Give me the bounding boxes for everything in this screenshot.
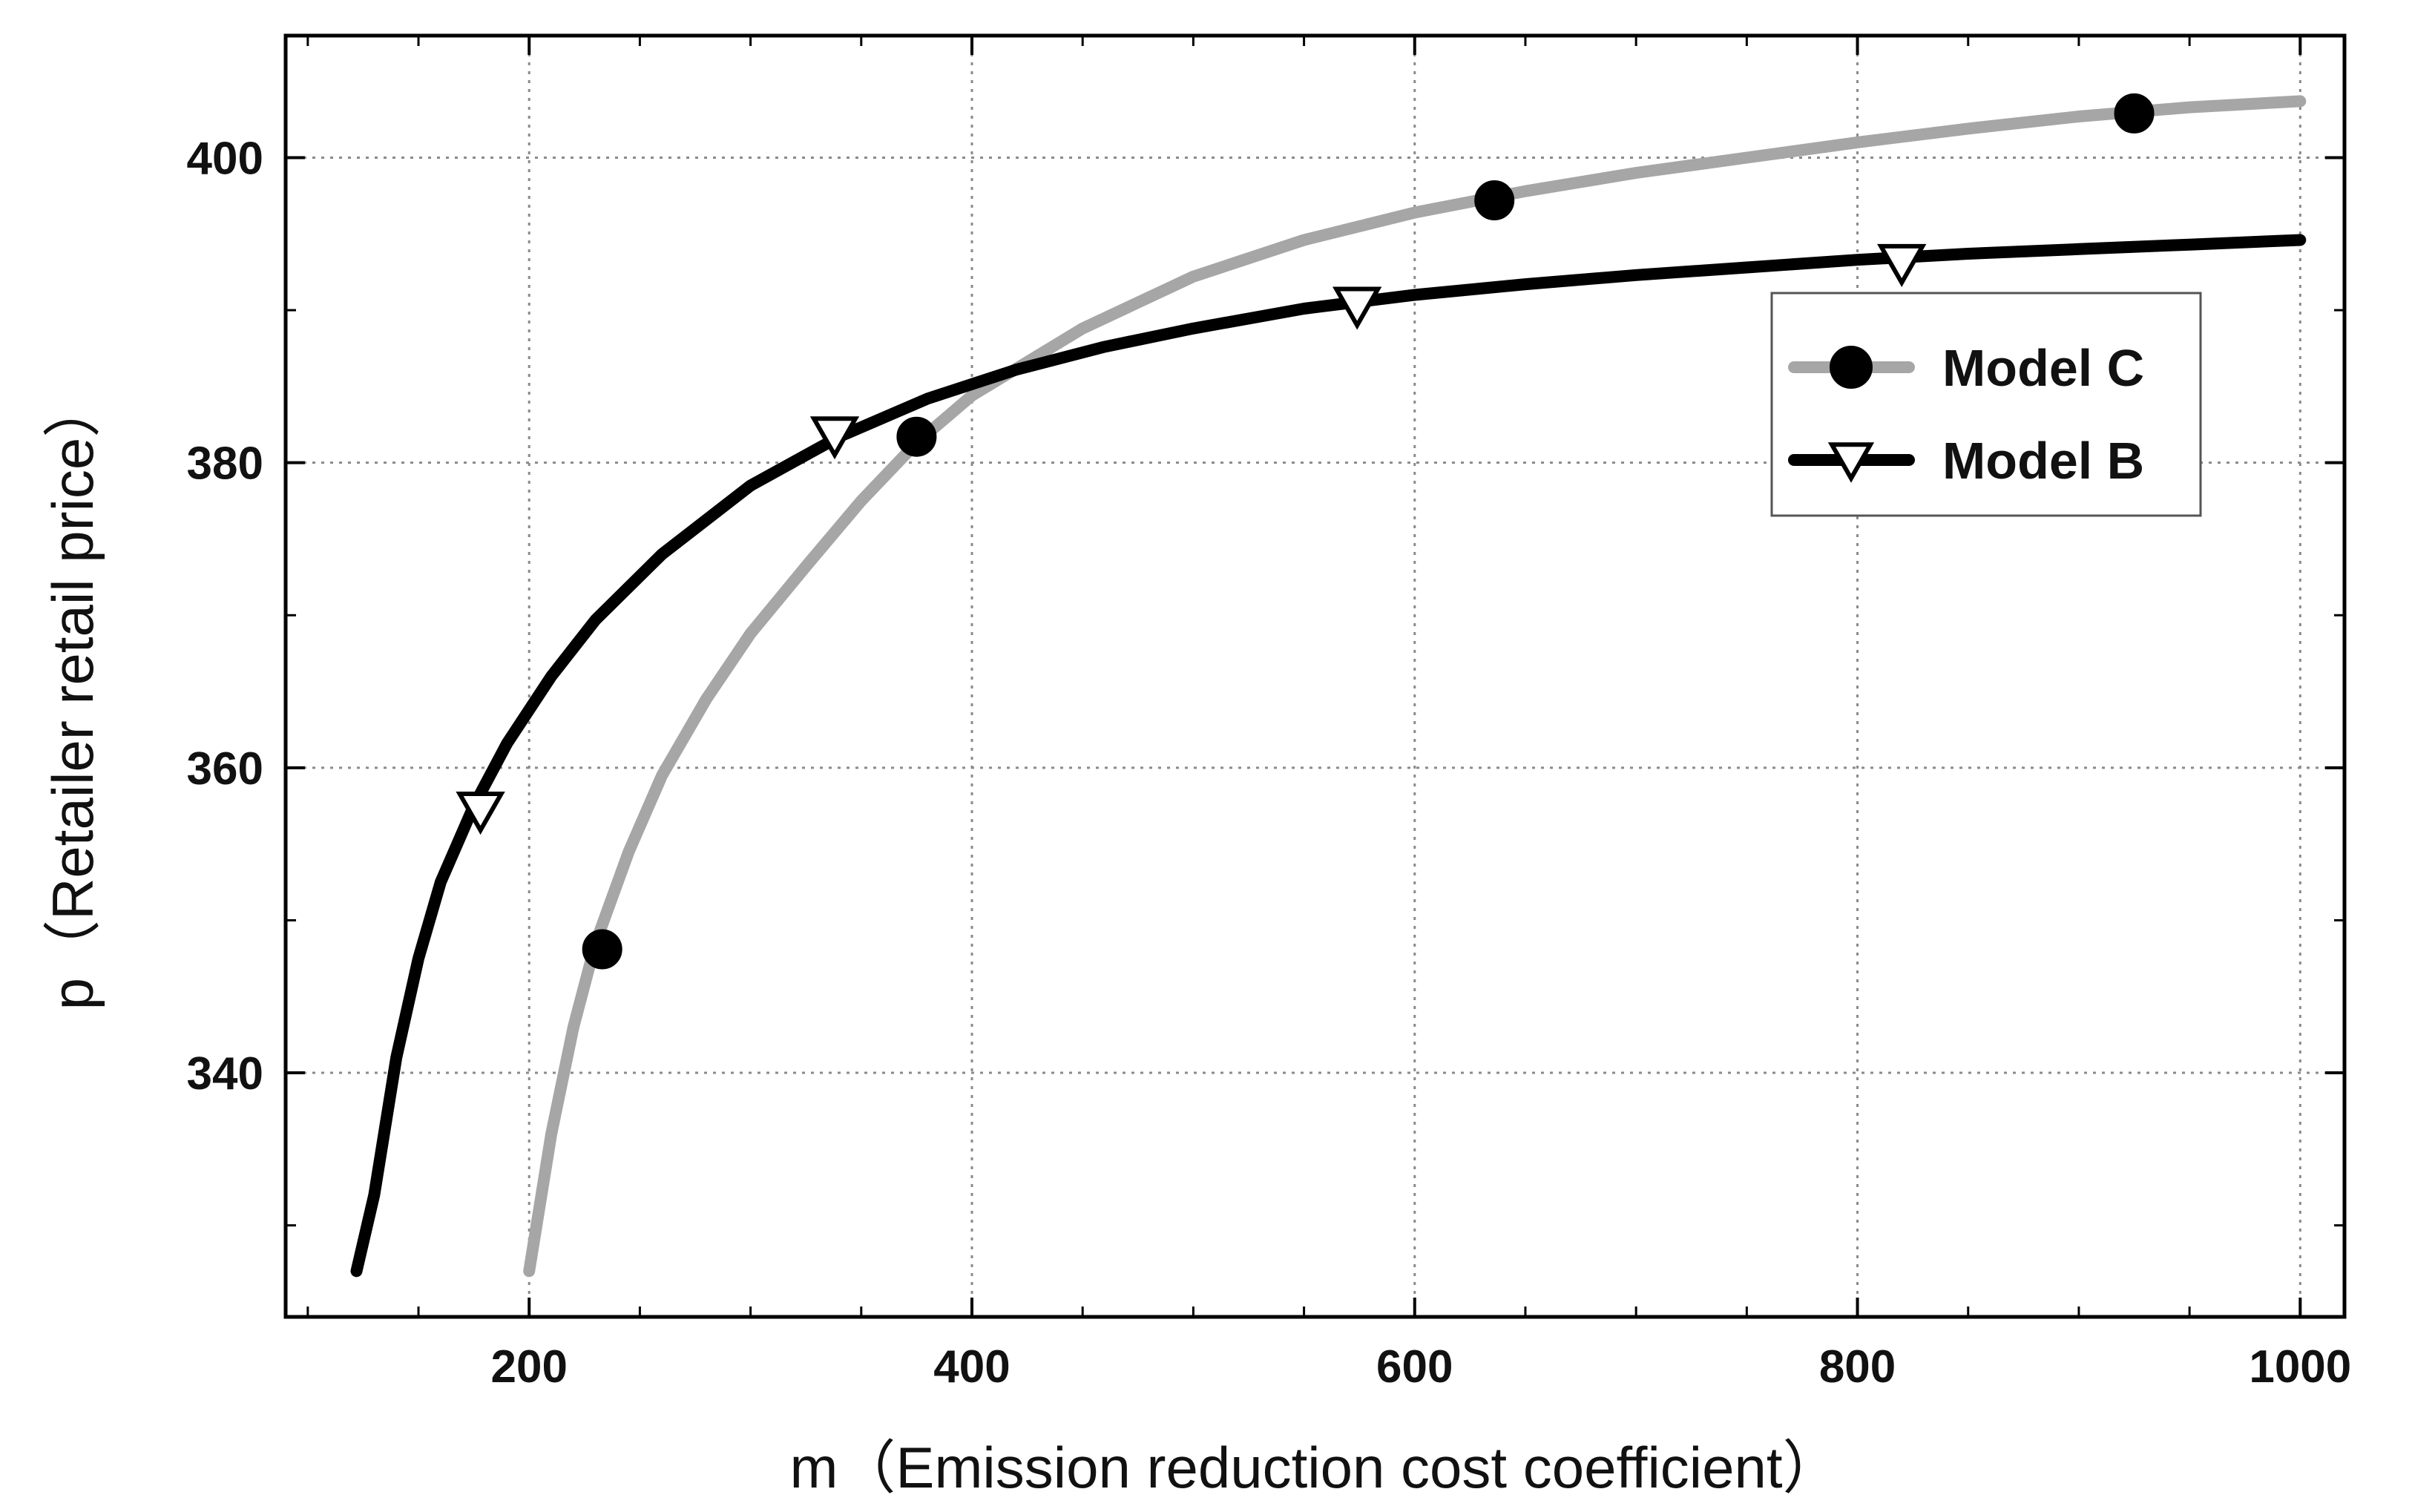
x-tick-label-400: 400 <box>933 1341 1010 1393</box>
y-tick-label-340: 340 <box>187 1048 263 1100</box>
legend-item-1: Model C <box>1788 339 2144 397</box>
x-tick-label-600: 600 <box>1376 1341 1453 1393</box>
data-point-s1-4 <box>2114 93 2155 134</box>
legend-label-1: Model C <box>1942 339 2144 397</box>
series-layer <box>350 93 2307 1278</box>
x-tick-label-200: 200 <box>490 1341 567 1393</box>
series-2 <box>350 234 2307 1278</box>
ticks: 200 400 600 800 1000 340 360 380 400 <box>187 36 2351 1393</box>
legend-box <box>1770 292 2202 517</box>
legend-item-2: Model B <box>1788 432 2144 490</box>
x-tick-label-1000: 1000 <box>2249 1341 2351 1393</box>
plot-frame <box>283 33 2347 1319</box>
y-tick-label-360: 360 <box>187 743 263 795</box>
data-point-s1-3 <box>1474 180 1515 221</box>
x-axis-title: m（Emission reduction cost coefficient） <box>789 1435 1840 1500</box>
x-tick-label-800: 800 <box>1819 1341 1896 1393</box>
legend-marker-2 <box>1827 442 1875 483</box>
data-point-s2-2 <box>809 416 860 460</box>
y-axis-title: p（Retailer retail price） <box>40 380 105 1010</box>
legend-marker-1 <box>1830 346 1873 389</box>
data-point-s2-4 <box>1877 243 1927 287</box>
data-point-s2-1 <box>456 792 505 835</box>
legend-label-2: Model B <box>1942 432 2144 490</box>
y-tick-label-400: 400 <box>187 133 263 184</box>
legend: Model C Model B <box>1770 292 2202 517</box>
data-point-s1-2 <box>896 416 937 457</box>
data-point-s2-3 <box>1332 286 1382 330</box>
legend-items: Model C Model B <box>1788 339 2144 490</box>
data-point-s1-1 <box>582 929 622 970</box>
y-tick-label-380: 380 <box>187 438 263 490</box>
series-line-2 <box>350 234 2307 1278</box>
